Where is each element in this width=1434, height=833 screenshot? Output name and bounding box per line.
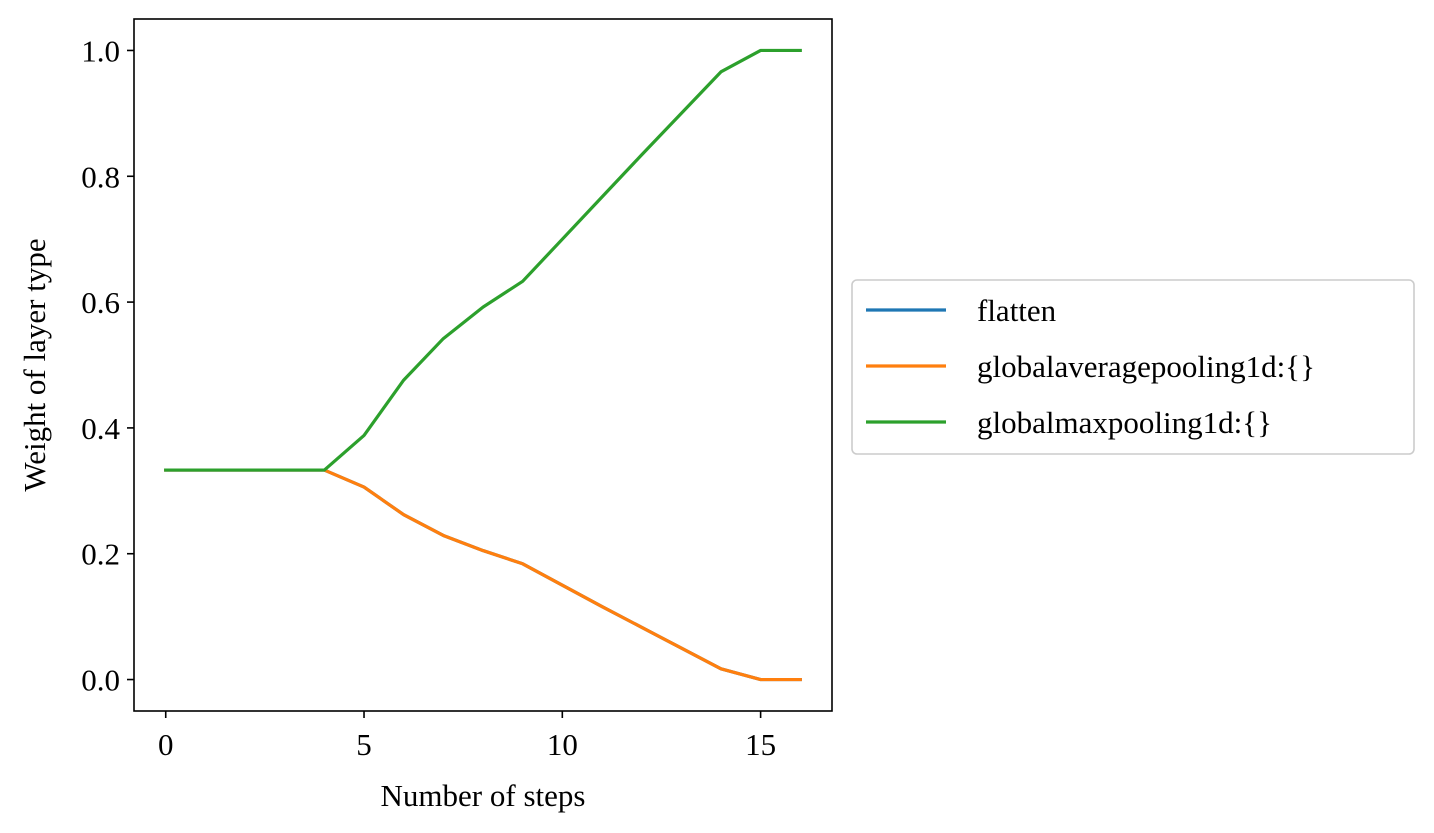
y-tick-label-2: 0.4 — [81, 411, 120, 446]
x-tick-label-3: 15 — [745, 727, 776, 762]
y-tick-label-1: 0.2 — [81, 537, 120, 572]
x-tick-label-2: 10 — [547, 727, 578, 762]
legend-label-1: globalaveragepooling1d:{} — [977, 349, 1315, 384]
legend-box — [851, 279, 1415, 455]
x-tick-label-1: 5 — [356, 727, 372, 762]
series-line-0 — [164, 468, 802, 682]
y-tick-label-4: 0.8 — [81, 159, 120, 194]
legend-items: flatten globalaveragepooling1d:{} globalma… — [866, 293, 1315, 440]
series-line-1 — [164, 468, 802, 682]
x-axis-label: Number of steps — [381, 778, 586, 813]
plot-lines — [164, 48, 802, 682]
x-axis: 0 5 10 15 — [158, 711, 776, 762]
plot-frame — [133, 18, 833, 712]
legend-label-2: globalmaxpooling1d:{} — [977, 405, 1272, 440]
legend-label-0: flatten — [977, 293, 1057, 328]
x-tick-label-0: 0 — [158, 727, 174, 762]
y-tick-label-5: 1.0 — [81, 33, 120, 68]
legend: flatten globalaveragepooling1d:{} globalma… — [851, 279, 1415, 455]
series-line-2 — [164, 48, 802, 472]
y-axis-label: Weight of layer type — [17, 238, 52, 491]
y-axis: 0.0 0.2 0.4 0.6 0.8 1.0 — [81, 33, 134, 698]
y-tick-label-3: 0.6 — [81, 285, 120, 320]
y-tick-label-0: 0.0 — [81, 663, 120, 698]
